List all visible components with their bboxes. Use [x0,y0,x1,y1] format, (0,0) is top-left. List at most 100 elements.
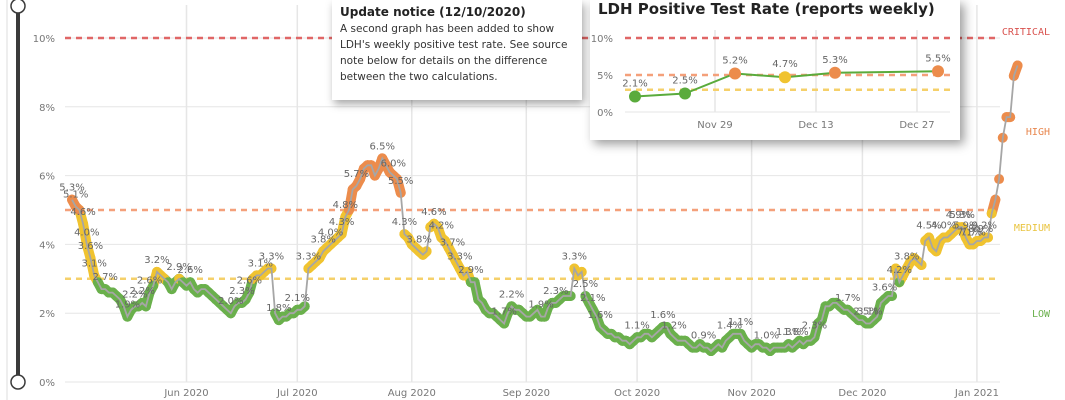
x-tick-label: Aug 2020 [388,388,436,399]
data-label: 4.6% [421,207,446,218]
data-label: 1.9% [115,300,140,311]
weekly-y-tick-label: 5% [597,71,613,82]
data-label: 2.1% [580,293,605,304]
data-label: 3.6% [872,282,897,293]
data-label: 3.3% [259,251,284,262]
slider-bottom-handle[interactable] [10,374,26,390]
data-label: 1.6% [587,310,612,321]
y-tick-label: 0% [39,378,55,389]
data-label: 3.1% [248,258,273,269]
data-label: 4.8% [333,200,358,211]
data-label: 4.2% [887,265,912,276]
data-label: 7.7% [961,227,986,238]
weekly-x-tick-label: Nov 29 [697,120,732,131]
data-label: 2.2% [499,289,524,300]
data-label: 1.7% [835,293,860,304]
data-label: 4.5% [916,221,941,232]
data-label: 1.1% [624,320,649,331]
y-tick-label: 6% [39,172,55,183]
data-label: 1.7% [491,307,516,318]
update-notice: Update notice (12/10/2020) A second grap… [332,0,582,100]
weekly-data-point [729,67,741,80]
y-tick-label: 10% [33,34,55,45]
data-label: 1.3% [776,327,801,338]
data-label: 7.1% [957,227,982,238]
data-label: 4.9% [946,210,971,221]
data-label: 3.8% [894,251,919,262]
weekly-data-point [932,65,944,78]
weekly-series-line [634,70,939,98]
data-label: 3.1% [857,307,882,318]
data-label: 3.8% [310,234,335,245]
data-label: 4.3% [392,217,417,228]
series-line [71,65,1019,353]
data-label: 2.2% [122,289,147,300]
data-label: 4.0% [318,227,343,238]
weekly-data-label: 2.5% [672,76,697,87]
data-label: 2.6% [137,276,162,287]
data-label: 2.9% [458,265,483,276]
weekly-data-point [779,71,791,84]
weekly-rate-chart-panel: 0% 5% 10% Nov 29 Dec 13 Dec 27 2.1% 2.5% 5.2% 4.7… [590,0,960,140]
data-label: 2.2% [129,286,154,297]
data-label: 4.0% [931,221,956,232]
data-label: 1.4% [717,320,742,331]
data-label: 3.6% [78,241,103,252]
x-tick-label: Sep 2020 [503,388,550,399]
x-tick-label: Jan 2021 [954,388,999,399]
data-label: 5.3% [59,183,84,194]
data-label: 3.3% [562,251,587,262]
data-label: 6.5% [370,141,395,152]
weekly-data-point [829,66,841,79]
data-label: 5.1% [63,190,88,201]
data-label: 0.9% [691,331,716,342]
data-label: 2.1% [285,293,310,304]
data-label: 1.1% [728,317,753,328]
weekly-y-tick-label: 0% [597,108,613,119]
data-label: 1.0% [754,331,779,342]
data-label: 9.2% [972,221,997,232]
data-label: 6.0% [381,159,406,170]
weekly-data-label: 5.5% [925,53,950,64]
data-label: 2.7% [93,272,118,283]
x-tick-label: Jul 2020 [276,388,318,399]
x-tick-label: Jun 2020 [163,388,208,399]
notice-body: A second graph has been added to show LD… [340,23,568,83]
zone-label-critical: CRITICAL [1002,27,1050,38]
weekly-data-label: 5.2% [722,56,747,67]
data-label: 1.2% [661,320,686,331]
data-label: 3.2% [144,255,169,266]
slider-top-handle[interactable] [10,0,26,14]
data-label: 4.6% [70,207,95,218]
x-tick-label: Dec 2020 [838,388,886,399]
weekly-data-point [629,90,641,103]
data-label: 4.2% [429,221,454,232]
data-label: 4.3% [329,217,354,228]
data-label: 2.0% [218,296,243,307]
data-label: 5.9% [953,221,978,232]
data-label: 1.8% [783,327,808,338]
data-label: 2.6% [177,265,202,276]
weekly-data-point [679,87,691,100]
data-label: 2.5% [853,307,878,318]
data-label: 1.9% [528,300,553,311]
data-label: 1.8% [266,303,291,314]
weekly-rate-chart: 0% 5% 10% Nov 29 Dec 13 Dec 27 2.1% 2.5% 5.2% 4.7… [591,30,951,131]
x-tick-label: Oct 2020 [614,388,660,399]
data-label: 3.7% [440,238,465,249]
weekly-data-label: 5.3% [822,55,847,66]
y-tick-label: 8% [39,103,55,114]
data-label: 2.5% [573,279,598,290]
data-label: 8.9% [968,224,993,235]
y-tick-label: 2% [39,309,55,320]
notice-title: Update notice (12/10/2020) [340,5,526,19]
data-label: 3.1% [81,258,106,269]
weekly-x-tick-label: Dec 27 [899,120,934,131]
data-label: 5.7% [344,169,369,180]
data-label: 4.0% [74,227,99,238]
y-range-slider[interactable] [6,0,26,400]
data-label: 3.8% [406,234,431,245]
x-tick-label: Nov 2020 [728,388,776,399]
weekly-data-label: 4.7% [772,59,797,70]
data-label: 2.3% [802,320,827,331]
